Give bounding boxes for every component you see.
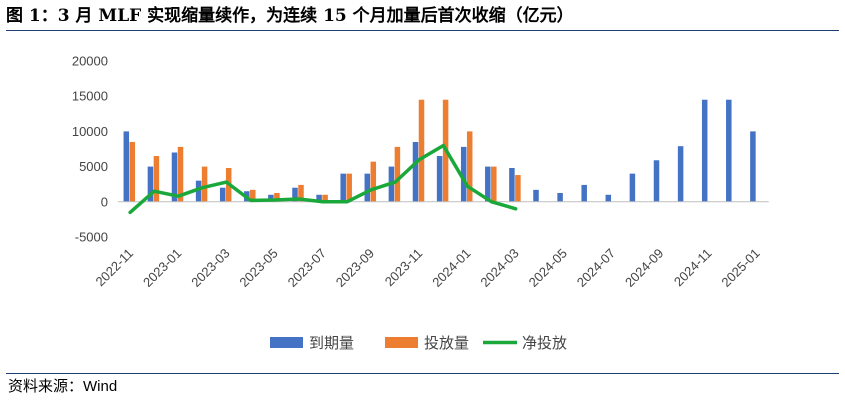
maturity-bar-2023-07 [316, 194, 322, 202]
injection-bar-2023-11 [418, 99, 425, 202]
x-tick-label: 2023-07 [285, 246, 329, 290]
x-tick-label: 2023-03 [188, 246, 232, 290]
x-tick-label: 2024-01 [429, 246, 473, 290]
maturity-bar-2024-07 [605, 194, 612, 202]
injection-bar-2023-05 [274, 193, 280, 202]
x-tick-label: 2022-11 [93, 246, 137, 290]
x-tick-label: 2024-09 [622, 246, 666, 290]
legend-maturity-label: 到期量 [309, 334, 354, 352]
maturity-bar-2024-09 [653, 160, 660, 202]
chart: -5000 0 5000 10000 15000 20000 2022-11 2023-01… [72, 54, 769, 352]
maturity-bar-2024-01 [460, 146, 467, 202]
maturity-bar-2023-11 [412, 141, 419, 202]
injection-bar-2022-12 [153, 156, 160, 202]
y-tick-label: 10000 [72, 124, 108, 139]
x-tick-label: 2024-07 [574, 246, 618, 290]
y-axis: -5000 0 5000 10000 15000 20000 [72, 54, 108, 245]
injection-bar-2024-03 [515, 175, 521, 202]
x-tick-label: 2023-05 [236, 246, 280, 290]
injection-bar-2023-08 [346, 173, 352, 202]
y-tick-label: 0 [101, 194, 108, 209]
maturity-bar-2025-01 [750, 131, 756, 202]
maturity-bar-2023-08 [340, 173, 346, 202]
maturity-bar-2024-04 [533, 189, 539, 202]
maturity-bar-2024-02 [485, 166, 491, 202]
legend: 到期量 投放量 净投放 [270, 334, 567, 352]
y-tick-label: 15000 [72, 89, 108, 104]
legend-maturity-swatch [270, 337, 303, 348]
legend-net-label: 净投放 [522, 334, 567, 352]
maturity-bar-2023-12 [436, 156, 443, 202]
injection-bar-2023-02 [201, 166, 208, 202]
maturity-bar-2024-10 [677, 146, 684, 202]
y-tick-label: 20000 [72, 54, 108, 69]
injection-bar-2024-02 [491, 166, 497, 202]
source-note: 资料来源：Wind [8, 378, 118, 395]
y-tick-label: 5000 [79, 159, 108, 174]
maturity-bar-2024-08 [629, 173, 636, 202]
injection-bar-2024-01 [466, 131, 473, 202]
injection-bar-2023-01 [177, 146, 184, 202]
maturity-bar-2024-03 [509, 168, 515, 202]
source-divider [6, 373, 839, 374]
x-tick-label: 2023-11 [382, 246, 426, 290]
net-injection-line [128, 143, 518, 215]
injection-bar-2023-07 [322, 194, 328, 202]
maturity-bar-2024-11 [701, 99, 708, 202]
x-axis: 2022-11 2023-01 2023-03 2023-05 2023-07 2023-… [93, 246, 763, 290]
maturity-bar-2023-01 [171, 152, 178, 202]
x-tick-label: 2023-09 [333, 246, 377, 290]
maturity-bar-2023-05 [268, 194, 274, 202]
injection-bar-2023-10 [394, 146, 401, 202]
maturity-bar-2023-09 [364, 173, 371, 202]
maturity-bar-2023-06 [292, 187, 298, 202]
maturity-bar-2023-03 [219, 187, 226, 202]
net-line [128, 143, 518, 215]
bars [118, 99, 769, 203]
x-tick-label: 2024-11 [671, 246, 715, 290]
injection-bar-2023-04 [250, 189, 256, 202]
maturity-bar-2024-05 [557, 193, 563, 202]
injection-bar-2023-09 [370, 161, 377, 202]
x-tick-label: 2025-01 [718, 246, 762, 290]
x-tick-label: 2024-03 [477, 246, 521, 290]
maturity-bar-2022-11 [123, 131, 130, 202]
injection-bar-2022-11 [129, 141, 136, 202]
maturity-bar-2022-12 [147, 166, 154, 202]
chart-title: 图 1：3 月 MLF 实现缩量续作，为连续 15 个月加量后首次收缩（亿元） [6, 4, 839, 31]
legend-injection-swatch [385, 337, 418, 348]
maturity-bar-2023-02 [195, 180, 202, 202]
maturity-bar-2024-12 [726, 99, 732, 202]
maturity-bar-2024-06 [581, 184, 587, 202]
injection-bar-2023-06 [298, 184, 304, 202]
y-tick-label: -5000 [75, 230, 108, 245]
x-tick-label: 2024-05 [526, 246, 570, 290]
x-tick-label: 2023-01 [140, 246, 184, 290]
legend-injection-label: 投放量 [424, 334, 469, 352]
